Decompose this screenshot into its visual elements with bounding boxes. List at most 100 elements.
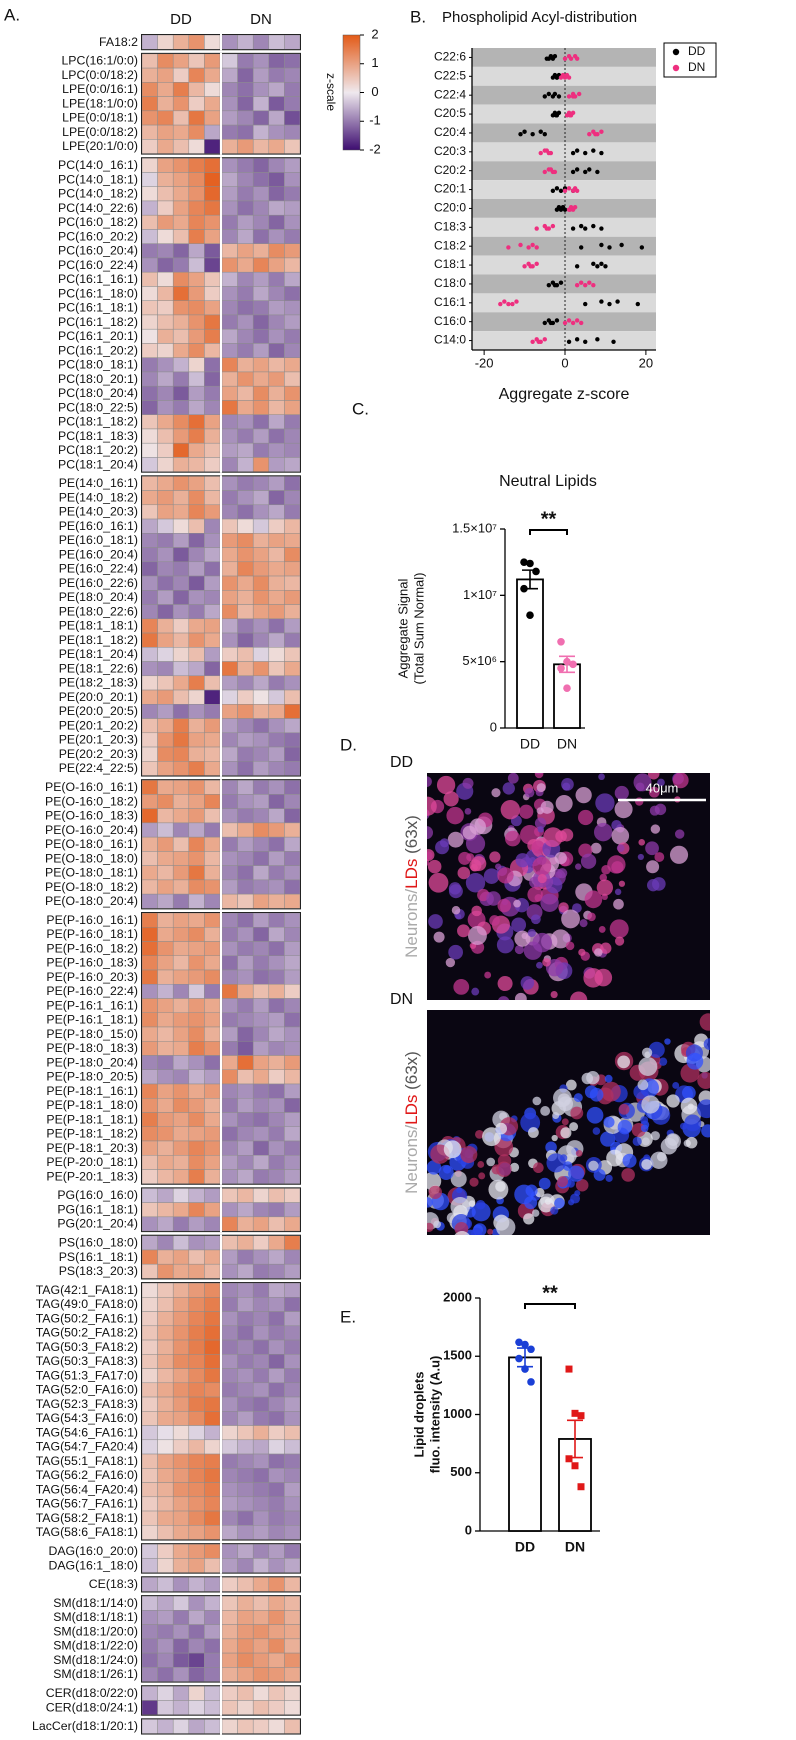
heatmap-cell (204, 1719, 221, 1734)
heatmap-cell (188, 200, 205, 216)
row-label: LPE(0:0/18:1) (62, 111, 138, 125)
band (472, 331, 656, 350)
heatmap-cell (141, 1202, 158, 1218)
heatmap-cell (157, 1069, 174, 1085)
heatmap-cell (172, 1510, 190, 1526)
heatmap-cell (141, 1169, 158, 1184)
heatmap-cell (252, 414, 270, 430)
scale-bar-label: 40μm (646, 780, 679, 795)
cell-blob (598, 773, 605, 781)
heatmap-cell (157, 328, 174, 344)
cell-blob (504, 830, 521, 847)
heatmap-cell (237, 1083, 254, 1099)
heatmap-cell (172, 1112, 190, 1127)
heatmap-cell (172, 794, 190, 809)
cell-blob (376, 795, 395, 814)
cell-blob (464, 808, 472, 815)
heatmap-cell (268, 1055, 285, 1070)
heatmap-cell (204, 96, 221, 112)
heatmap-cell (221, 1368, 238, 1384)
point (619, 242, 624, 248)
colorbar-tick-label: 2 (371, 26, 378, 41)
cell-blob (460, 1237, 469, 1246)
heatmap-cell (221, 414, 238, 430)
cell-blob (680, 1097, 698, 1115)
heatmap-cell (172, 647, 190, 662)
heatmap-cell (268, 941, 285, 956)
heatmap-cell (188, 604, 205, 620)
heatmap-cell (221, 1700, 238, 1715)
heatmap-cell (157, 1202, 174, 1218)
heatmap-cell (188, 1453, 205, 1469)
heatmap-cell (157, 300, 174, 316)
heatmap-cell (157, 1411, 174, 1426)
heatmap-cell (172, 1140, 190, 1156)
heatmap-cell (284, 1282, 301, 1298)
heatmap-cell (268, 732, 285, 748)
heatmap-cell (172, 912, 190, 928)
heatmap-cell (172, 67, 190, 83)
cell-blob (570, 1193, 581, 1204)
side-label-part: Neurons (402, 1130, 421, 1194)
heatmap-cell (237, 457, 254, 472)
heatmap-cell (141, 476, 158, 491)
heatmap-cell (204, 1577, 221, 1592)
heatmap-cell (157, 794, 174, 809)
heatmap-cell (221, 371, 238, 387)
heatmap-cell (237, 243, 254, 259)
cell-blob (447, 831, 464, 848)
row-label: PE(16:0_22:6) (59, 576, 138, 590)
heatmap-cell (172, 618, 190, 634)
heatmap-cell (284, 328, 301, 344)
cell-blob (606, 1149, 624, 1167)
heatmap-cell (141, 675, 158, 691)
cell-blob (575, 1149, 583, 1157)
cell-blob (532, 1096, 542, 1106)
heatmap-cell (172, 1543, 190, 1559)
heatmap-cell (268, 998, 285, 1013)
heatmap-cell (204, 1140, 221, 1156)
cell-blob (640, 1124, 649, 1133)
column-gap (220, 1543, 222, 1574)
heatmap-cell (237, 1354, 254, 1369)
y-tick-label: 0 (490, 719, 497, 734)
heatmap-cell (157, 661, 174, 677)
heatmap-cell (141, 1496, 158, 1512)
cell-blob (588, 1160, 599, 1171)
point (565, 1365, 573, 1373)
heatmap-cell (188, 257, 205, 273)
point (526, 611, 534, 620)
heatmap-cell (221, 746, 238, 762)
heatmap-cell (172, 1098, 190, 1113)
cell-blob (428, 1185, 442, 1199)
heatmap-cell (284, 1610, 301, 1625)
heatmap-cell (237, 1140, 254, 1156)
cell-blob (557, 1176, 569, 1187)
cell-blob (565, 1079, 577, 1091)
row-label: PE(P-18:1_20:3) (46, 1141, 138, 1155)
heatmap-cell (157, 836, 174, 852)
heatmap-cell (252, 1069, 270, 1085)
point (570, 110, 576, 116)
heatmap-cell (237, 214, 254, 230)
heatmap-cell (221, 955, 238, 971)
heatmap-cell (172, 1169, 190, 1184)
heatmap-cell (157, 1453, 174, 1469)
cell-blob (598, 926, 606, 933)
heatmap-cell (188, 34, 205, 50)
heatmap-cell (172, 1719, 190, 1734)
cell-blob (514, 944, 524, 955)
heatmap-cell (204, 385, 221, 401)
colorbar-tick-label: 0 (371, 84, 378, 99)
heatmap-cell (188, 984, 205, 999)
heatmap-cell (188, 1140, 205, 1156)
point (577, 1483, 585, 1491)
heatmap-cell (284, 357, 301, 373)
heatmap-cell (221, 1624, 238, 1640)
heatmap-cell (188, 1012, 205, 1028)
heatmap-cell (141, 732, 158, 748)
heatmap-cell (188, 779, 205, 795)
band (472, 236, 656, 256)
heatmap-cell (141, 661, 158, 677)
point (515, 1354, 523, 1363)
